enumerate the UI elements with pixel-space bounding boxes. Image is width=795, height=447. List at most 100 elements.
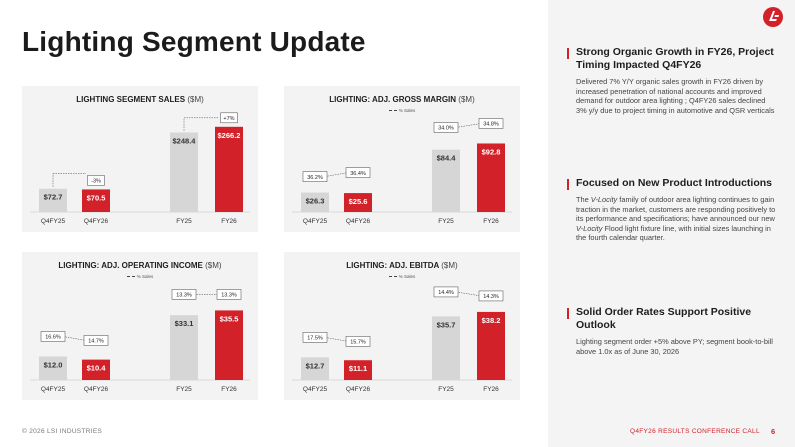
- bar-value-label: $248.4: [173, 137, 197, 146]
- pct-sales-label-box: [171, 289, 197, 300]
- bar-value-label: $10.4: [87, 364, 107, 373]
- category-tick-label: FY25: [438, 218, 454, 225]
- category-tick-label: FY26: [221, 386, 237, 393]
- pct-sales-label-box: [40, 331, 66, 342]
- section-accent-bar: [567, 308, 569, 319]
- bar: [477, 311, 505, 380]
- pct-sales-label: 14.7%: [88, 339, 104, 345]
- bar: [170, 315, 198, 380]
- section-accent-bar: [567, 179, 569, 190]
- page-title: Lighting Segment Update: [22, 26, 366, 57]
- category-tick-label: Q4FY25: [41, 218, 66, 225]
- pct-sales-label: 36.4%: [350, 171, 366, 177]
- pct-sales-label-box: [302, 332, 328, 343]
- pct-sales-label: 17.5%: [307, 336, 323, 342]
- category-tick-label: FY26: [221, 218, 237, 225]
- category-tick-label: FY26: [483, 218, 499, 225]
- sidebar-section-new-products: Focused on New Product Introductions The…: [567, 177, 776, 243]
- bar-value-label: $12.0: [44, 360, 63, 369]
- pct-sales-label: 34.8%: [483, 122, 499, 128]
- category-tick-label: FY25: [438, 386, 454, 393]
- pct-connector: [324, 337, 349, 342]
- sidebar-section-organic-growth: Strong Organic Growth in FY26, Project T…: [567, 46, 776, 115]
- pct-sales-label: 13.3%: [221, 293, 237, 299]
- bar: [432, 149, 460, 212]
- pct-sales-label-box: [83, 335, 109, 346]
- chart-legend: % Sales: [22, 274, 258, 279]
- bar: [39, 356, 67, 380]
- sidebar: [548, 0, 795, 447]
- chart-svg: $12.0 Q4FY25 $10.4 Q4FY26 $33.1 FY25 $35.5 FY26…: [30, 289, 250, 393]
- bar-value-label: $92.8: [482, 147, 501, 156]
- legend-dashed-line-icon: [126, 276, 135, 278]
- footer-event: Q4FY26 RESULTS CONFERENCE CALL: [630, 428, 760, 435]
- category-tick-label: Q4FY25: [303, 218, 328, 225]
- pct-connector: [455, 123, 482, 128]
- bar: [170, 132, 198, 212]
- bar-value-label: $38.2: [482, 316, 501, 325]
- chart-legend: % Sales: [284, 108, 520, 113]
- growth-label: -3%: [91, 179, 101, 185]
- section-heading: Focused on New Product Introductions: [576, 177, 773, 189]
- growth-label-box: [220, 112, 238, 124]
- category-tick-label: Q4FY26: [346, 386, 371, 393]
- bar-value-label: $70.5: [87, 193, 106, 202]
- bar: [432, 316, 460, 380]
- pct-sales-label-box: [302, 171, 328, 182]
- pct-connector: [62, 336, 87, 341]
- sidebar-section-order-rates: Solid Order Rates Support Positive Outlo…: [567, 306, 776, 356]
- bar-value-label: $35.5: [220, 314, 239, 323]
- chart-card-gross-margin: LIGHTING: ADJ. GROSS MARGIN ($M) % Sales…: [284, 86, 520, 232]
- category-tick-label: Q4FY25: [303, 386, 328, 393]
- bar-value-label: $266.2: [218, 131, 241, 140]
- chart-svg: $72.7 Q4FY25 $70.5 Q4FY26 $248.4 FY25 $266.2 FY…: [30, 112, 250, 225]
- bar-value-label: $12.7: [306, 361, 325, 370]
- pct-sales-label: 16.6%: [45, 335, 61, 341]
- growth-label-box: [87, 175, 105, 186]
- category-tick-label: FY26: [483, 386, 499, 393]
- bar: [301, 192, 329, 212]
- pct-sales-label-box: [478, 118, 504, 129]
- bar: [344, 193, 372, 212]
- chart-title: LIGHTING: ADJ. EBITDA ($M): [346, 261, 458, 270]
- bar-value-label: $25.6: [349, 197, 368, 206]
- pct-sales-label: 14.4%: [438, 290, 454, 296]
- chart-title: LIGHTING SEGMENT SALES ($M): [76, 95, 204, 104]
- chart-svg: $12.7 Q4FY25 $11.1 Q4FY26 $35.7 FY25 $38.2 FY26…: [292, 286, 512, 393]
- bar: [301, 357, 329, 380]
- pct-sales-label: 13.3%: [176, 293, 192, 299]
- bar-value-label: $35.7: [437, 320, 456, 329]
- bar-value-label: $33.1: [175, 319, 194, 328]
- bar-value-label: $72.7: [44, 193, 63, 202]
- category-tick-label: Q4FY26: [346, 218, 371, 225]
- section-accent-bar: [567, 48, 569, 59]
- pct-sales-label: 14.3%: [483, 294, 499, 300]
- pct-sales-label: 36.2%: [307, 175, 323, 181]
- pct-sales-label-box: [433, 286, 459, 298]
- pct-sales-label-box: [478, 290, 504, 302]
- bar: [82, 189, 110, 212]
- category-tick-label: FY25: [176, 386, 192, 393]
- pct-sales-label-box: [433, 122, 459, 133]
- growth-label: +7%: [223, 116, 234, 122]
- bar-value-label: $11.1: [349, 364, 367, 373]
- chart-title: LIGHTING: ADJ. GROSS MARGIN ($M): [329, 95, 475, 104]
- pct-sales-label: 15.7%: [350, 340, 366, 346]
- page-number: 6: [771, 427, 776, 436]
- bar-value-label: $26.3: [306, 197, 325, 206]
- footer-copyright: © 2026 LSI INDUSTRIES: [22, 428, 103, 435]
- section-body: Delivered 7% Y/Y organic sales growth in…: [576, 77, 775, 115]
- category-tick-label: Q4FY25: [41, 386, 66, 393]
- chart-card-operating-income: LIGHTING: ADJ. OPERATING INCOME ($M) % S…: [22, 252, 258, 400]
- pct-sales-label-box: [345, 167, 371, 178]
- bar: [215, 310, 243, 380]
- pct-sales-label-box: [345, 336, 371, 347]
- bar: [215, 126, 243, 212]
- pct-connector: [324, 172, 349, 177]
- category-tick-label: Q4FY26: [84, 386, 109, 393]
- bar: [39, 188, 67, 212]
- section-body: The V-Locity family of outdoor area ligh…: [576, 195, 776, 243]
- pct-sales-label-box: [216, 289, 242, 300]
- section-heading: Solid Order Rates Support Positive Outlo…: [576, 306, 752, 331]
- legend-dashed-line-icon: [388, 110, 397, 112]
